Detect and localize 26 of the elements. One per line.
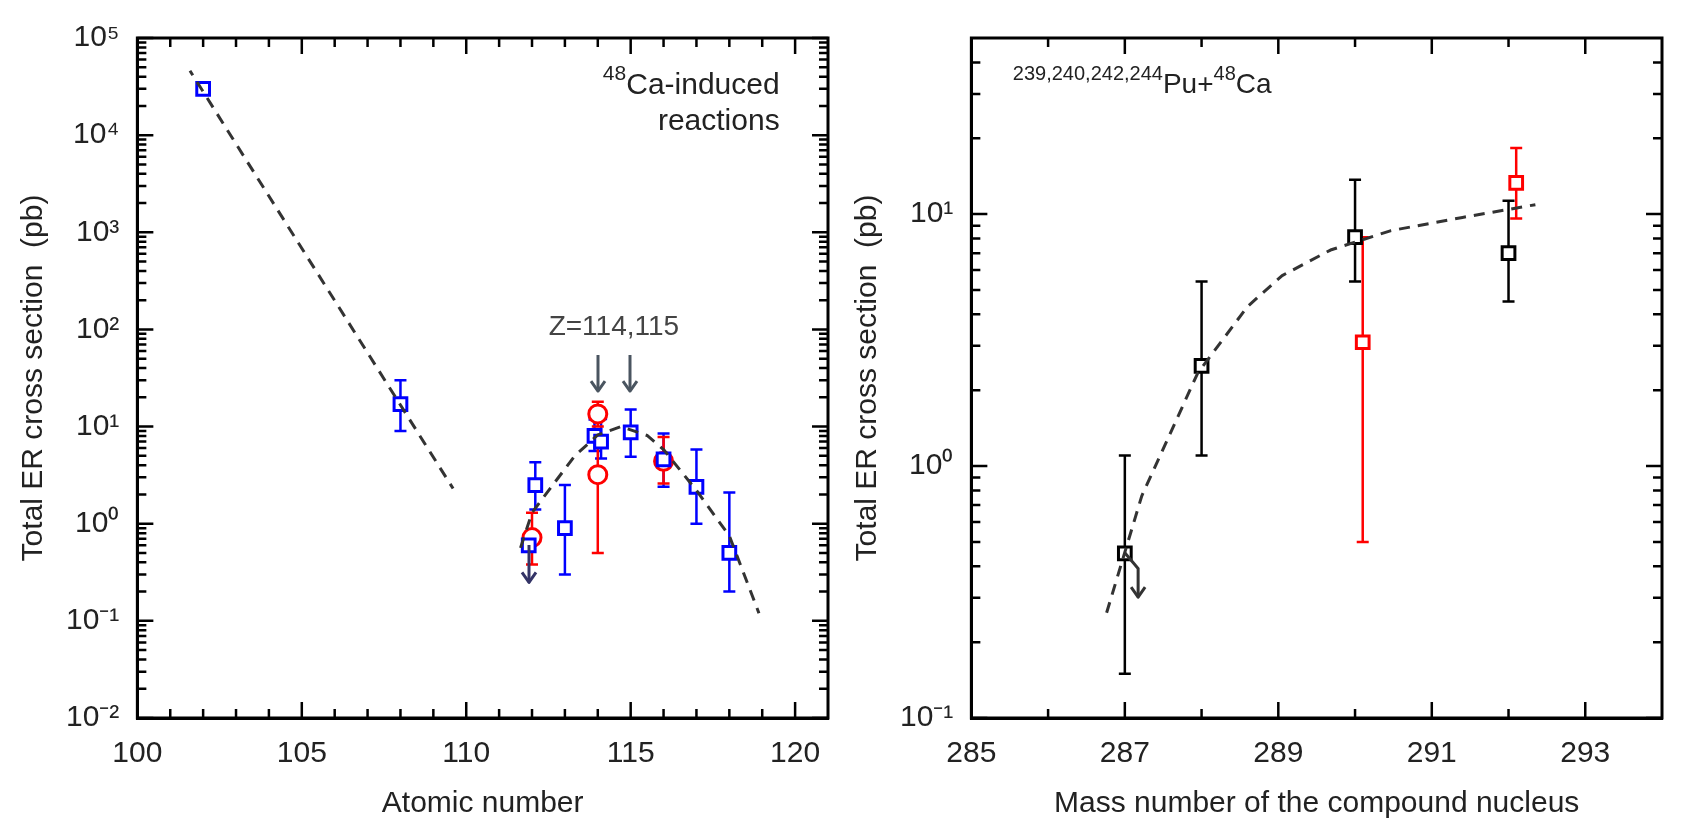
- annotation: Z=114,115: [548, 309, 680, 341]
- x-tick-label: 120: [770, 735, 821, 769]
- y-tick-label: 10⁵: [73, 19, 120, 53]
- x-tick-label: 291: [1406, 735, 1457, 769]
- y-tick-label: 10⁰: [908, 447, 954, 481]
- y-tick-label: 10⁻¹: [66, 602, 120, 636]
- y-axis-title: Total ER cross section (pb): [849, 194, 883, 562]
- y-tick-label: 10³: [76, 213, 120, 247]
- y-tick-label: 10¹: [76, 407, 120, 441]
- y-tick-label: 10²: [76, 310, 120, 344]
- x-axis-title: Mass number of the compound nucleus: [1054, 785, 1580, 819]
- x-tick-label: 115: [606, 735, 655, 769]
- x-tick-label: 287: [1099, 735, 1150, 769]
- x-tick-label: 293: [1560, 735, 1611, 769]
- y-tick-label: 10⁰: [74, 504, 120, 538]
- x-axis-title: Atomic number: [381, 785, 584, 819]
- y-axis-title: Total ER cross section (pb): [15, 194, 49, 562]
- y-tick-label: 10⁻¹: [900, 699, 954, 733]
- y-tick-label: 10⁻²: [66, 699, 120, 733]
- y-tick-label: 10¹: [910, 195, 954, 229]
- y-tick-label: 10⁴: [73, 116, 120, 150]
- x-tick-label: 285: [946, 735, 997, 769]
- x-tick-label: 289: [1253, 735, 1304, 769]
- x-tick-label: 100: [112, 735, 163, 769]
- x-tick-label: 110: [442, 735, 491, 769]
- x-tick-label: 105: [276, 735, 327, 769]
